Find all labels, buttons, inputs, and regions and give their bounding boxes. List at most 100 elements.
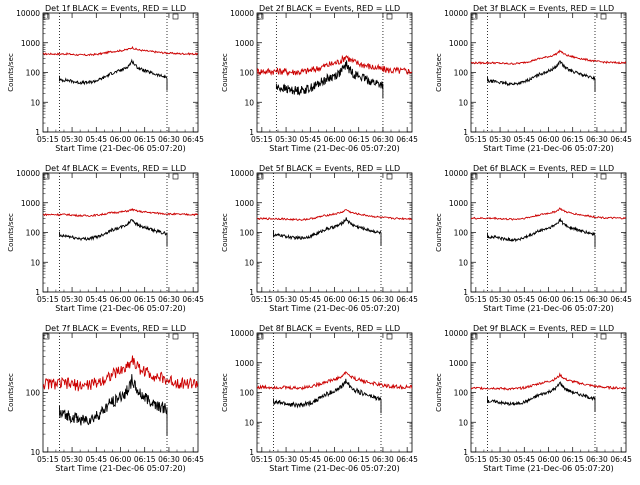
x-axis-label: Start Time (21-Dec-06 05:07:20) [269, 464, 400, 473]
panel-title: Det 3f BLACK = Events, RED = LLD [473, 4, 614, 13]
lld-series-line [471, 372, 626, 391]
x-tick-label: 06:45 [610, 135, 632, 144]
x-tick-label: 06:00 [538, 455, 560, 464]
events-series-line [59, 374, 168, 436]
lld-series-line [43, 208, 198, 218]
x-tick-label: 06:45 [396, 135, 418, 144]
events-series-line [487, 217, 596, 248]
y-tick-label: 10 [30, 258, 40, 267]
plot-panel-1: Det 1f BLACK = Events, RED = LLD 1 10 100 10… [7, 4, 204, 153]
y-tick-label: 10 [458, 98, 468, 107]
corner-marker-left [257, 333, 264, 340]
x-tick-label: 06:30 [372, 135, 394, 144]
plot-panel-3: Det 3f BLACK = Events, RED = LLD 1 10 100 10… [435, 4, 632, 153]
y-tick-label: 100 [240, 229, 255, 238]
corner-marker-left [257, 13, 264, 20]
y-tick-label: 10000 [16, 169, 40, 178]
y-tick-label: 1000 [235, 39, 254, 48]
x-tick-label: 05:15 [465, 295, 487, 304]
y-tick-label: 1 [463, 288, 468, 297]
x-tick-label: 06:15 [134, 295, 156, 304]
y-tick-label: 10000 [16, 9, 40, 18]
x-tick-label: 06:15 [562, 455, 584, 464]
x-tick-label: 06:45 [396, 295, 418, 304]
corner-marker-right [600, 13, 607, 20]
x-tick-label: 05:45 [513, 135, 535, 144]
x-tick-label: 06:15 [348, 295, 370, 304]
corner-marker-right [172, 173, 179, 180]
y-tick-label: 10 [30, 448, 40, 457]
corner-marker-left [43, 13, 50, 20]
x-tick-label: 05:45 [299, 135, 321, 144]
x-tick-label: 05:45 [85, 295, 107, 304]
x-tick-label: 06:15 [562, 295, 584, 304]
panel-title: Det 2f BLACK = Events, RED = LLD [259, 4, 400, 13]
x-tick-label: 06:00 [538, 135, 560, 144]
y-tick-label: 100 [240, 69, 255, 78]
y-tick-label: 1000 [449, 199, 468, 208]
y-tick-label: 10000 [230, 9, 254, 18]
x-tick-label: 06:15 [348, 455, 370, 464]
y-tick-label: 10 [244, 418, 254, 427]
plot-panel-6: Det 6f BLACK = Events, RED = LLD 1 10 100 10… [435, 164, 632, 313]
y-axis-label: Counts/sec [221, 213, 229, 252]
panel-title: Det 6f BLACK = Events, RED = LLD [473, 164, 614, 173]
x-tick-label: 05:15 [251, 295, 273, 304]
plot-panel-4: Det 4f BLACK = Events, RED = LLD 1 10 100 10… [7, 164, 204, 313]
events-series-line [275, 60, 384, 99]
x-tick-label: 06:45 [396, 455, 418, 464]
y-tick-label: 10 [458, 258, 468, 267]
y-tick-label: 100 [454, 229, 469, 238]
y-tick-label: 10000 [230, 169, 254, 178]
y-tick-label: 100 [26, 69, 41, 78]
y-axis-label: Counts/sec [435, 213, 443, 252]
y-tick-label: 100 [240, 389, 255, 398]
y-axis-label: Counts/sec [7, 373, 15, 412]
x-tick-label: 05:15 [37, 135, 59, 144]
x-axis-label: Start Time (21-Dec-06 05:07:20) [55, 304, 186, 313]
lld-series-line [257, 54, 412, 77]
events-series-line [487, 381, 596, 412]
x-tick-label: 06:00 [538, 295, 560, 304]
x-tick-label: 05:30 [61, 135, 83, 144]
corner-marker-left [471, 13, 478, 20]
x-tick-label: 05:30 [489, 135, 511, 144]
corner-marker-right [386, 173, 393, 180]
x-tick-label: 06:00 [110, 295, 132, 304]
y-axis-label: Counts/sec [7, 213, 15, 252]
y-tick-label: 1000 [235, 199, 254, 208]
y-tick-label: 1 [463, 448, 468, 457]
y-tick-label: 100 [26, 389, 41, 398]
x-tick-label: 06:30 [586, 135, 608, 144]
events-series-line [487, 60, 596, 92]
y-tick-label: 10 [458, 418, 468, 427]
y-axis-label: Counts/sec [435, 53, 443, 92]
x-tick-label: 05:15 [465, 135, 487, 144]
y-tick-label: 100 [454, 69, 469, 78]
x-tick-label: 06:15 [348, 135, 370, 144]
corner-marker-right [600, 333, 607, 340]
corner-marker-left [471, 173, 478, 180]
y-tick-label: 10000 [230, 329, 254, 338]
y-axis-label: Counts/sec [7, 53, 15, 92]
x-tick-label: 06:15 [134, 455, 156, 464]
y-tick-label: 10000 [444, 169, 468, 178]
plot-panel-2: Det 2f BLACK = Events, RED = LLD 1 10 100 10… [221, 4, 418, 153]
x-tick-label: 05:45 [85, 455, 107, 464]
x-tick-label: 06:30 [158, 135, 180, 144]
lld-series-line [43, 355, 198, 392]
corner-marker-left [43, 333, 50, 340]
y-tick-label: 1000 [235, 359, 254, 368]
panel-title: Det 7f BLACK = Events, RED = LLD [45, 324, 186, 333]
x-tick-label: 05:15 [251, 135, 273, 144]
plot-frame [470, 172, 627, 293]
plot-panel-5: Det 5f BLACK = Events, RED = LLD 1 10 100 10… [221, 164, 418, 313]
panel-title: Det 4f BLACK = Events, RED = LLD [45, 164, 186, 173]
x-axis-label: Start Time (21-Dec-06 05:07:20) [55, 144, 186, 153]
x-axis-label: Start Time (21-Dec-06 05:07:20) [55, 464, 186, 473]
events-series-line [273, 378, 382, 414]
x-tick-label: 06:00 [324, 135, 346, 144]
x-axis-label: Start Time (21-Dec-06 05:07:20) [269, 144, 400, 153]
x-tick-label: 05:30 [489, 455, 511, 464]
lld-series-line [257, 209, 412, 222]
